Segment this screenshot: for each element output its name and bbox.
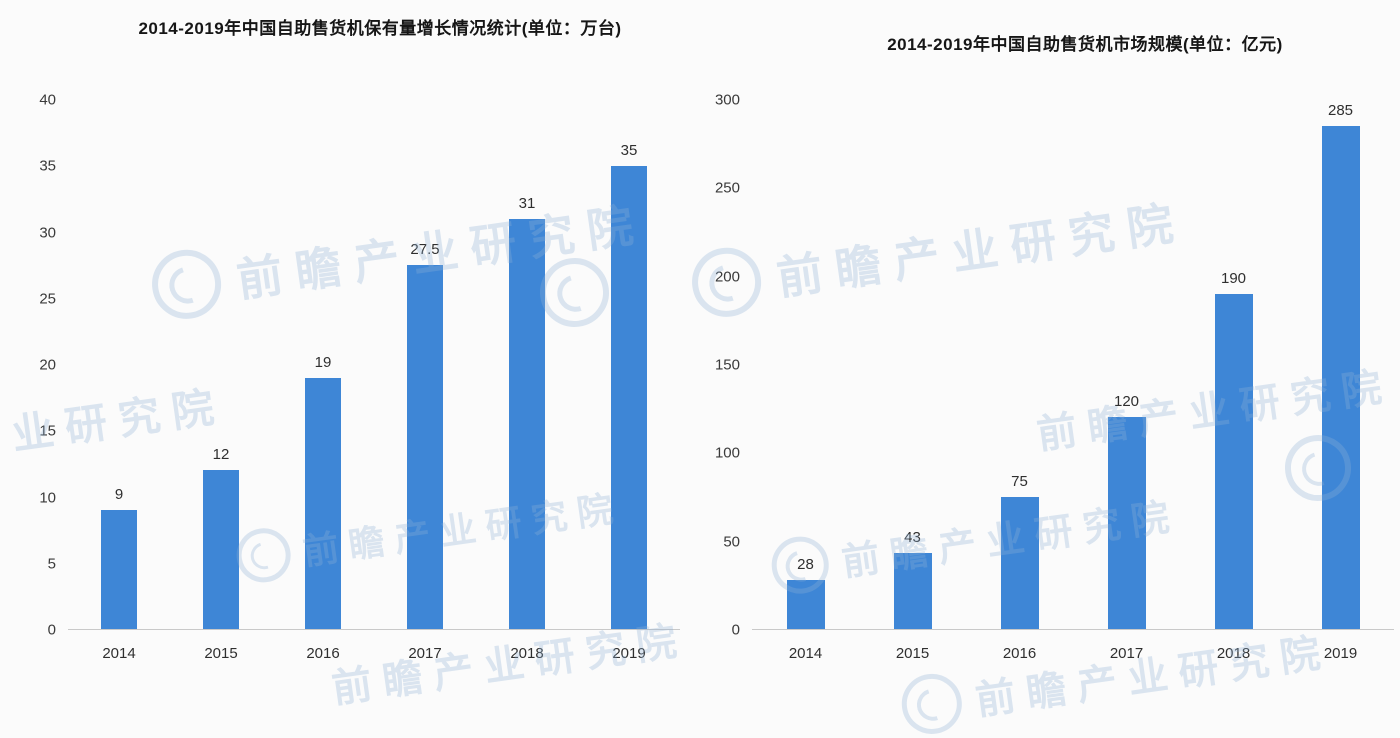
y-axis: 0 5 10 15 20 25 30 35 40: [14, 92, 56, 639]
y-tick-label: 200: [714, 268, 740, 286]
bar-group: 120: [1073, 100, 1180, 629]
y-tick-label: 0: [731, 621, 740, 639]
y-tick-label: 40: [39, 91, 56, 109]
x-tick-label: 2019: [612, 645, 646, 662]
y-tick-label: 10: [39, 489, 56, 506]
y-tick-label: 100: [714, 444, 740, 462]
x-axis-labels: 2014 2015 2016 2017 2018 2019: [752, 645, 1394, 662]
x-tick-label: 2016: [1002, 645, 1037, 662]
bar-group: 35: [578, 100, 680, 629]
bar: [1107, 417, 1146, 629]
y-tick-label: 35: [39, 157, 56, 175]
bar-group: 28: [752, 100, 859, 629]
y-axis: 0 50 100 150 200 250 300: [692, 92, 740, 639]
bar-group: 19: [272, 100, 374, 629]
y-tick-label: 150: [714, 356, 740, 374]
bar: [305, 377, 341, 629]
x-tick-label: 2014: [788, 645, 823, 662]
bar-value-label: 31: [518, 195, 536, 213]
bar-value-label: 75: [1011, 472, 1028, 490]
plot-area: 9 12 19 27.5 31 35 2014 2015 2016 2017 2018 2019: [68, 100, 680, 662]
bar-value-label: 9: [114, 485, 124, 503]
x-tick-label: 2019: [1323, 645, 1358, 662]
x-tick-label: 2018: [1216, 645, 1251, 662]
bar-value-label: 27.5: [410, 241, 440, 259]
bar-group: 75: [966, 100, 1073, 629]
dual-bar-chart-figure: 2014-2019年中国自助售货机保有量增长情况统计(单位：万台) 0 5 10 15…: [0, 0, 1400, 700]
chart-vending-machine-market-size: 2014-2019年中国自助售货机市场规模(单位：亿元) 0 50 100 150 20…: [690, 0, 1400, 700]
bar-group: 27.5: [374, 100, 476, 629]
y-tick-label: 15: [39, 422, 56, 440]
bar: [1214, 293, 1253, 629]
y-tick-label: 0: [47, 621, 56, 639]
y-tick-label: 30: [39, 224, 56, 241]
chart-title: 2014-2019年中国自助售货机市场规模(单位：亿元): [887, 35, 1283, 54]
y-tick-label: 250: [714, 179, 740, 197]
y-tick-label: 25: [39, 290, 56, 308]
x-tick-label: 2017: [1109, 645, 1144, 662]
x-tick-label: 2017: [408, 645, 442, 662]
y-tick-label: 20: [39, 356, 56, 374]
y-tick-label: 5: [47, 555, 56, 573]
bar: [509, 219, 545, 629]
bar: [611, 166, 647, 629]
bar-value-label: 43: [904, 529, 921, 547]
bar-value-label: 35: [620, 142, 638, 160]
bar-group: 190: [1180, 100, 1287, 629]
chart-title: 2014-2019年中国自助售货机保有量增长情况统计(单位：万台): [138, 19, 622, 38]
bar: [101, 509, 137, 629]
y-tick-label: 50: [723, 533, 740, 551]
bar: [407, 265, 443, 629]
y-tick-label: 300: [714, 91, 740, 109]
x-tick-label: 2015: [895, 645, 930, 662]
bar: [203, 470, 239, 629]
x-tick-label: 2015: [204, 645, 238, 662]
bars-area: 9 12 19 27.5 31 35: [68, 100, 680, 630]
bars-area: 28 43 75 120 190 285: [752, 100, 1394, 630]
bar-group: 43: [859, 100, 966, 629]
x-tick-label: 2018: [510, 645, 544, 662]
bar: [786, 579, 825, 629]
bar-value-label: 28: [797, 555, 814, 573]
x-axis-labels: 2014 2015 2016 2017 2018 2019: [68, 645, 680, 662]
bar-group: 31: [476, 100, 578, 629]
bar-value-label: 285: [1327, 102, 1354, 120]
bar-value-label: 12: [212, 446, 230, 464]
chart-vending-machine-holdings: 2014-2019年中国自助售货机保有量增长情况统计(单位：万台) 0 5 10 15…: [0, 0, 690, 700]
x-tick-label: 2014: [102, 645, 136, 662]
bar: [1321, 126, 1360, 629]
bar-value-label: 19: [314, 353, 332, 371]
x-tick-label: 2016: [306, 645, 340, 662]
bar-value-label: 190: [1220, 269, 1247, 287]
plot-area: 28 43 75 120 190 285 2014 2015 2016 2017 2018 2019: [752, 100, 1394, 662]
bar: [893, 553, 932, 629]
bar-value-label: 120: [1113, 393, 1140, 411]
bar-group: 9: [68, 100, 170, 629]
bar: [1000, 496, 1039, 629]
bar-group: 285: [1287, 100, 1394, 629]
bar-group: 12: [170, 100, 272, 629]
